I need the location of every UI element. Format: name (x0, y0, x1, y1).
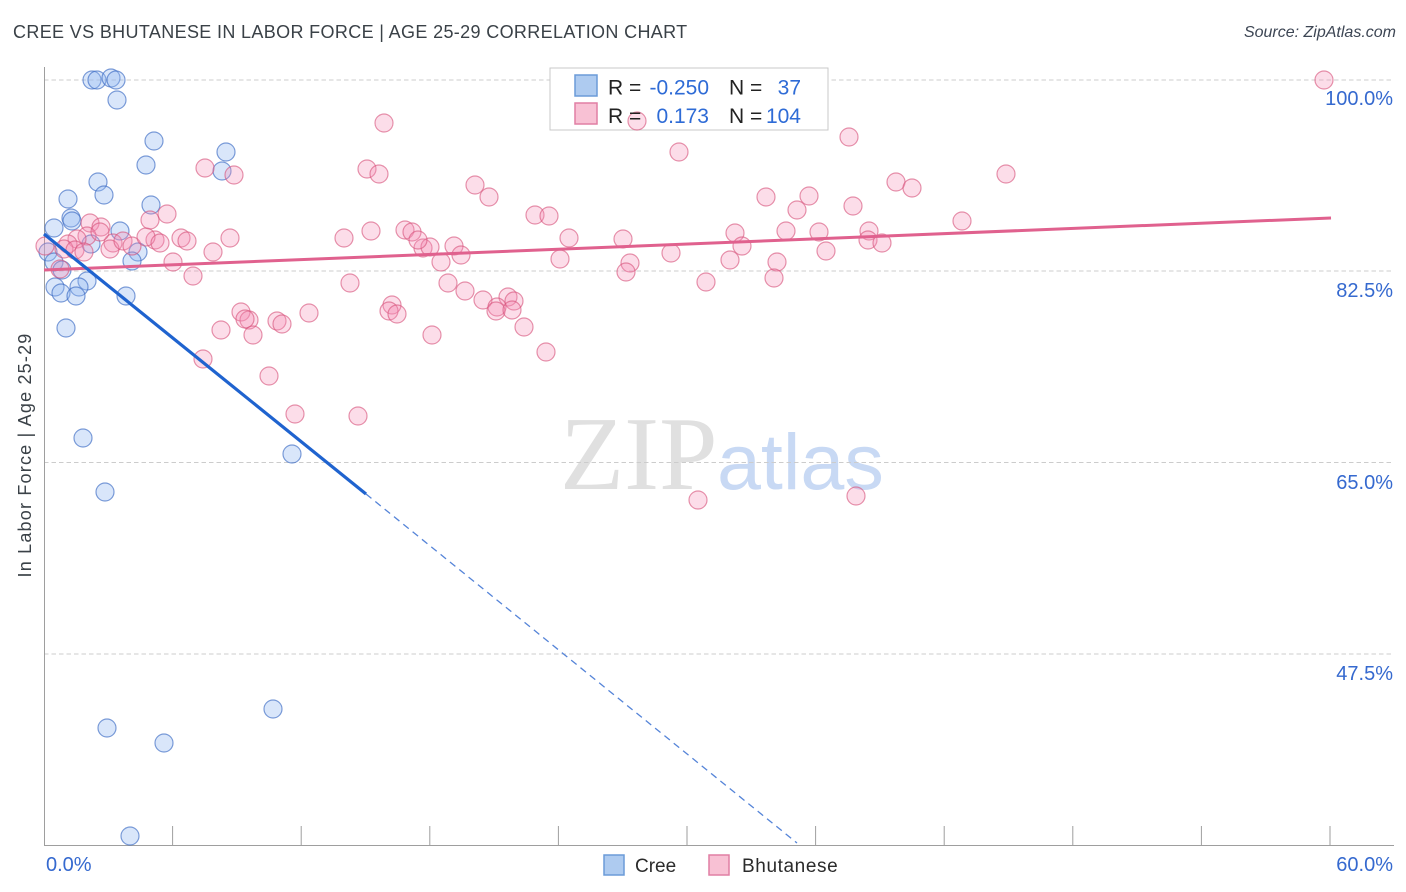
svg-text:47.5%: 47.5% (1336, 663, 1393, 685)
svg-text:R =: R = (608, 105, 641, 128)
svg-text:R =: R = (608, 77, 641, 100)
svg-text:0.0%: 0.0% (46, 854, 92, 876)
svg-text:N =: N = (729, 77, 762, 100)
svg-text:Bhutanese: Bhutanese (742, 856, 838, 877)
svg-text:65.0%: 65.0% (1336, 472, 1393, 494)
svg-text:ZIP: ZIP (560, 395, 718, 512)
svg-text:104: 104 (766, 105, 801, 128)
svg-text:82.5%: 82.5% (1336, 280, 1393, 302)
svg-text:100.0%: 100.0% (1325, 88, 1393, 110)
svg-text:37: 37 (778, 77, 801, 100)
svg-text:-0.250: -0.250 (649, 77, 709, 100)
svg-text:0.173: 0.173 (656, 105, 709, 128)
svg-text:atlas: atlas (717, 417, 884, 506)
svg-text:In Labor Force | Age 25-29: In Labor Force | Age 25-29 (15, 332, 35, 577)
svg-text:60.0%: 60.0% (1336, 854, 1393, 876)
svg-text:N =: N = (729, 105, 762, 128)
svg-text:Cree: Cree (635, 856, 676, 877)
